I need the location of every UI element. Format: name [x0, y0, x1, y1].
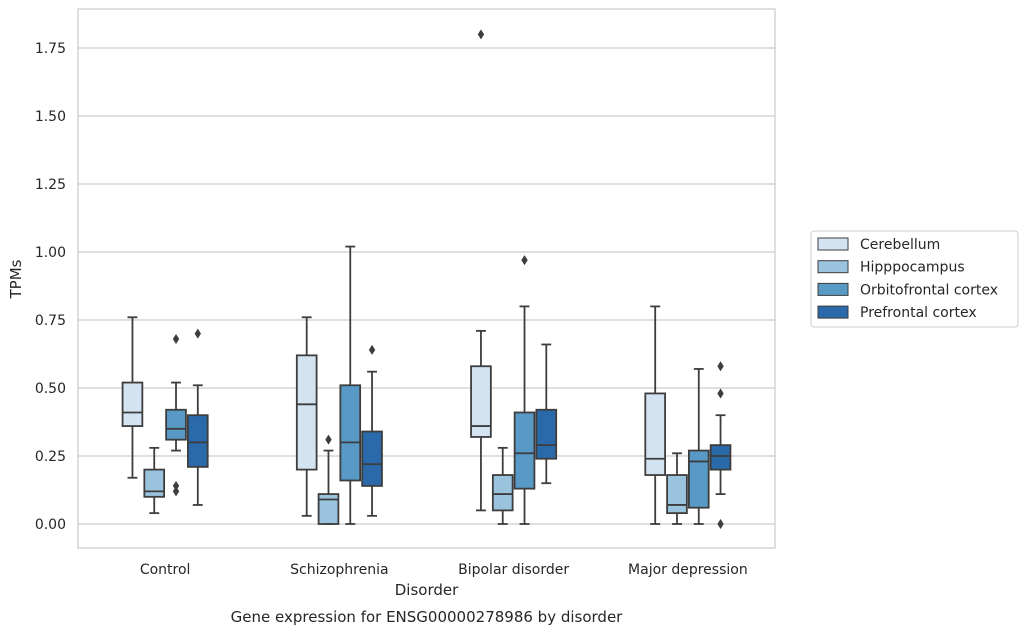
y-tick-label: 0.25 [35, 449, 66, 465]
legend-swatch [817, 237, 849, 251]
outlier-point [717, 361, 724, 372]
outlier-point [717, 519, 724, 529]
box-iqr [361, 430, 383, 487]
box-iqr [187, 414, 209, 468]
box-iqr [165, 408, 187, 441]
y-tick-label: 1.75 [35, 41, 66, 57]
box-prefrontal-cortex [709, 361, 732, 529]
box-hipppocampus [317, 434, 340, 525]
outlier-point [521, 255, 528, 266]
box-orbitofrontal-cortex [165, 334, 187, 497]
box-iqr [644, 392, 666, 476]
legend-frame [810, 230, 1019, 328]
y-axis-ticks: 0.00 0.25 0.50 0.75 1.00 1.25 1.50 1.75 [35, 41, 66, 533]
box-iqr [535, 408, 558, 460]
outlier-point [194, 328, 201, 339]
x-axis-ticks: Control Schizophrenia Bipolar disorder Majo… [140, 562, 748, 578]
legend-label: Orbitofrontal cortex [860, 282, 998, 298]
y-tick-label: 0.00 [35, 517, 66, 533]
box-iqr [470, 365, 492, 438]
x-axis-label: Disorder [395, 581, 459, 599]
box-iqr [666, 474, 688, 515]
legend-swatch [817, 260, 849, 274]
box-iqr [295, 354, 318, 471]
legend-swatch [817, 305, 849, 319]
plot-background [78, 9, 775, 548]
box-cerebellum [470, 29, 492, 512]
box-hipppocampus [666, 452, 688, 525]
box-prefrontal-cortex [187, 328, 209, 506]
box-iqr [709, 444, 732, 471]
box-orbitofrontal-cortex [339, 245, 362, 525]
box-iqr [339, 384, 362, 482]
box-prefrontal-cortex [535, 343, 558, 485]
outlier-point [477, 29, 485, 40]
box-iqr [143, 468, 166, 498]
box-prefrontal-cortex [361, 344, 383, 517]
box-iqr [491, 474, 514, 512]
x-tick-label: Major depression [628, 562, 748, 578]
outlier-point [172, 334, 180, 345]
chart-caption: Gene expression for ENSG00000278986 by d… [231, 608, 624, 626]
box-orbitofrontal-cortex [513, 255, 536, 525]
legend-swatch [817, 282, 849, 296]
y-tick-label: 1.50 [35, 109, 66, 125]
y-tick-label: 0.50 [35, 381, 66, 397]
plot-frame [77, 8, 776, 549]
box-iqr [513, 411, 536, 490]
outlier-point [368, 344, 376, 355]
box-hipppocampus [143, 446, 166, 515]
box-hipppocampus [491, 446, 514, 525]
box-cerebellum [295, 316, 318, 517]
x-tick-label: Bipolar disorder [458, 562, 569, 578]
box-orbitofrontal-cortex [687, 368, 710, 525]
outlier-point [172, 480, 180, 491]
box-cerebellum [121, 316, 144, 479]
box-iqr [687, 449, 710, 509]
y-tick-label: 1.25 [35, 177, 66, 193]
legend-label: Prefrontal cortex [860, 305, 977, 321]
outlier-point [172, 486, 180, 497]
x-tick-label: Schizophrenia [290, 562, 388, 578]
outlier-point [717, 388, 724, 399]
box-iqr [121, 381, 144, 427]
legend-label: Cerebellum [860, 237, 940, 253]
box-iqr [317, 493, 340, 525]
y-tick-label: 0.75 [35, 313, 66, 329]
box-plots [121, 29, 732, 529]
x-tick-label: Control [140, 562, 191, 578]
outlier-point [325, 434, 332, 445]
legend-label: Hipppocampus [860, 260, 965, 276]
legend: Cerebellum Hipppocampus Orbitofrontal cort… [810, 230, 1019, 328]
box-cerebellum [644, 305, 666, 525]
y-axis-label: TPMs [7, 259, 25, 299]
y-tick-label: 1.00 [35, 245, 66, 261]
